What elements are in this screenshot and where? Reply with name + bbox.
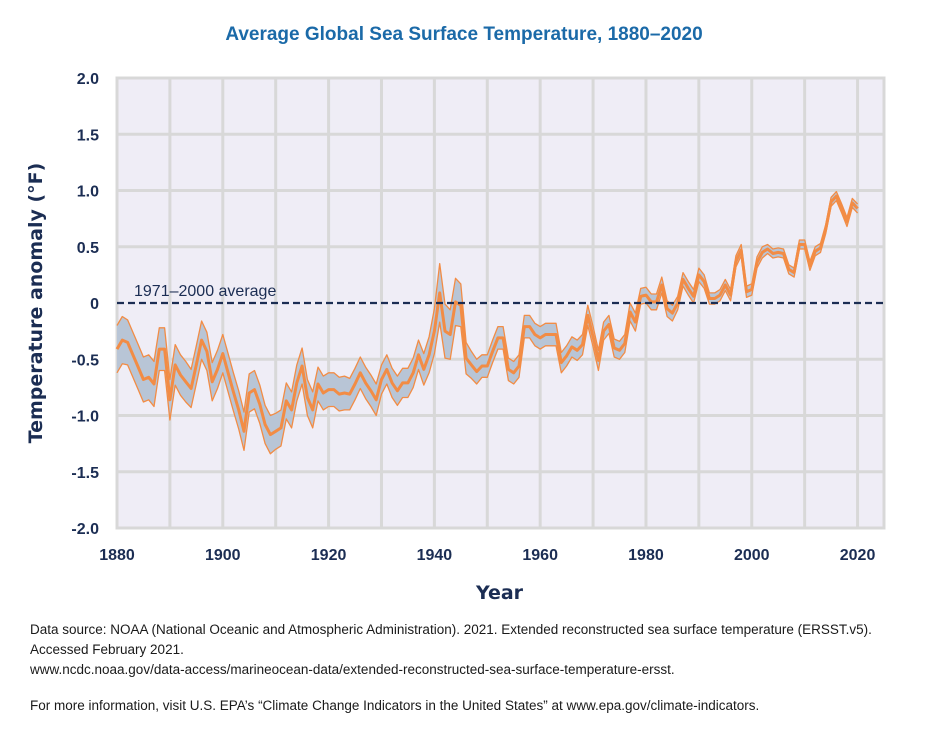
y-axis-ticks: 2.0 1.5 1.0 0.5 0 -0.5 -1.0 -1.5 -2.0: [71, 71, 99, 538]
y-tick-label: 0.5: [77, 240, 99, 257]
x-tick-label: 2000: [734, 547, 770, 564]
x-tick-label: 1920: [311, 547, 347, 564]
y-tick-label: 0: [90, 296, 99, 313]
y-axis-title: Temperature anomaly (°F): [25, 163, 47, 444]
data-source-url: www.ncdc.noaa.gov/data-access/marineocea…: [30, 662, 675, 677]
x-tick-label: 1980: [628, 547, 664, 564]
x-tick-label: 1940: [417, 547, 453, 564]
footer: Data source: NOAA (National Oceanic and …: [30, 620, 910, 716]
y-tick-label: 1.0: [77, 184, 99, 201]
y-tick-label: -1.5: [71, 465, 99, 482]
x-tick-label: 1960: [522, 547, 558, 564]
y-tick-label: 1.5: [77, 127, 99, 144]
more-info-text: For more information, visit U.S. EPA’s “…: [30, 698, 760, 713]
y-tick-label: -1.0: [71, 409, 99, 426]
x-tick-label: 2020: [840, 547, 876, 564]
y-tick-label: 2.0: [77, 71, 99, 88]
x-axis-ticks: 1880 1900 1920 1940 1960 1980 2000 2020: [99, 547, 875, 564]
reference-line-label: 1971–2000 average: [134, 283, 276, 300]
x-tick-label: 1900: [205, 547, 241, 564]
anomaly-line: [115, 194, 859, 437]
y-tick-label: -0.5: [71, 352, 99, 369]
x-axis-title: Year: [475, 582, 524, 604]
y-tick-label: -2.0: [71, 521, 99, 538]
chart-title: Average Global Sea Surface Temperature, …: [225, 24, 703, 45]
data-source-text: Data source: NOAA (National Oceanic and …: [30, 622, 872, 657]
x-tick-label: 1880: [99, 547, 135, 564]
